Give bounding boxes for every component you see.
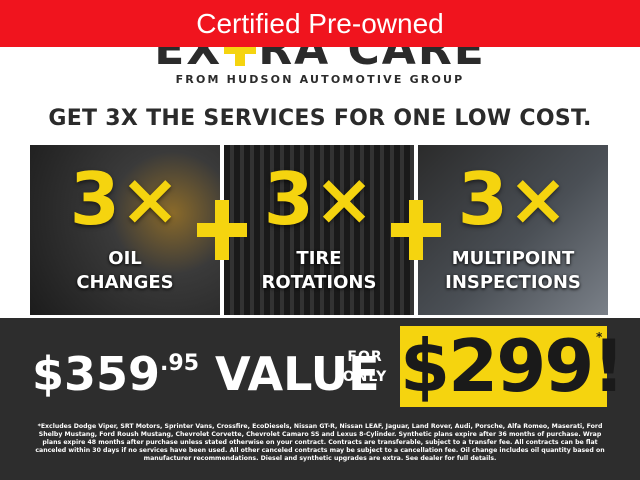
label-line: OIL (108, 248, 142, 269)
price: $299! (400, 324, 625, 408)
multiplier: 3× (457, 157, 569, 241)
label-line: ROTATIONS (261, 272, 377, 293)
panel: 3× MULTIPOINT INSPECTIONS (418, 145, 608, 315)
panel-label: OIL CHANGES (30, 247, 220, 295)
panel-label: TIRE ROTATIONS (224, 247, 414, 295)
price-box (400, 326, 607, 407)
label-line: INSPECTIONS (445, 272, 581, 293)
plus-sign (197, 200, 247, 260)
value-word: VALUE (215, 347, 380, 401)
for-only-line: ONLY (342, 369, 388, 385)
label-line: TIRE (296, 248, 342, 269)
multiplier: 3× (263, 157, 375, 241)
label-line: CHANGES (76, 272, 174, 293)
headline: GET 3X THE SERVICES FOR ONE LOW COST. (48, 106, 592, 131)
value-dollars: $359 (32, 347, 161, 401)
logo-plus (224, 32, 257, 66)
panel: 3× TIRE ROTATIONS (224, 145, 414, 315)
logo-subtitle: FROM HUDSON AUTOMOTIVE GROUP (175, 73, 465, 86)
panel-label: MULTIPOINT INSPECTIONS (418, 247, 608, 295)
for-only-line: FOR (347, 349, 383, 365)
plus-sign (391, 200, 441, 260)
banner: Certified Pre-owned (0, 0, 640, 47)
fine-print: *Excludes Dodge Viper, SRT Motors, Sprin… (35, 423, 605, 462)
value-cents: .95 (160, 351, 200, 376)
for-only: FOR ONLY (338, 347, 392, 387)
panel: 3× OIL CHANGES (30, 145, 220, 315)
label-line: MULTIPOINT (451, 248, 575, 269)
multiplier: 3× (69, 157, 181, 241)
value-price: $359.95 VALUE (32, 336, 380, 402)
asterisk: * (596, 330, 603, 344)
